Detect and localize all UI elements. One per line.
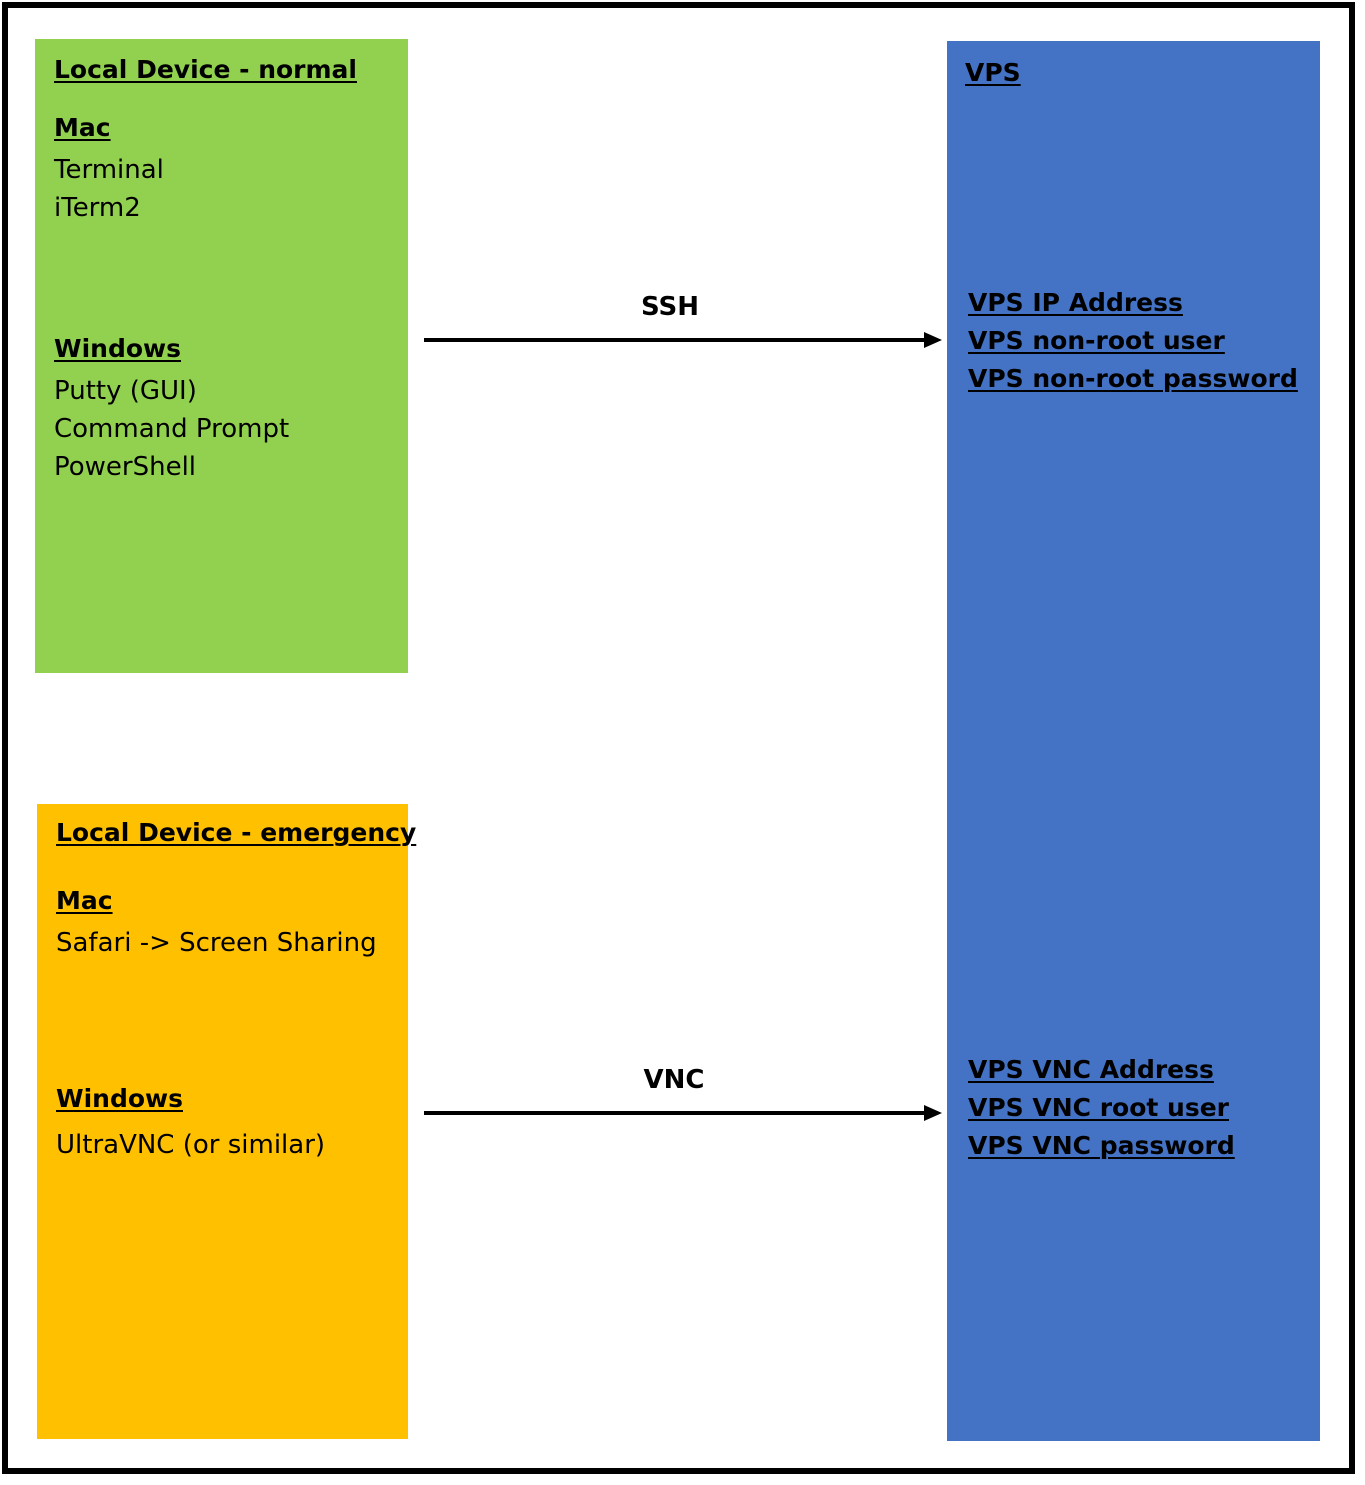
ssh-connection-label: SSH [640,292,700,322]
local-device-normal-box: Local Device - normal Mac Terminal iTerm… [35,39,408,673]
emergency-windows-item-ultravnc: UltraVNC (or similar) [56,1130,326,1160]
vps-vnc-credentials: VPS VNC Address VPS VNC root user VPS VN… [968,1051,1235,1165]
vps-box: VPS VPS IP Address VPS non-root user VPS… [947,41,1320,1441]
normal-windows-item-powershell: PowerShell [54,452,197,482]
vnc-connection-label: VNC [643,1065,705,1095]
vps-ip-address: VPS IP Address [968,288,1183,317]
vps-vnc-password: VPS VNC password [968,1131,1235,1160]
vps-ssh-credentials: VPS IP Address VPS non-root user VPS non… [968,284,1298,398]
local-device-normal-title: Local Device - normal [54,55,357,84]
vps-vnc-address: VPS VNC Address [968,1055,1214,1084]
ssh-arrow [424,332,942,348]
normal-windows-item-putty: Putty (GUI) [54,376,197,406]
vnc-arrow [424,1105,942,1121]
vps-non-root-password: VPS non-root password [968,364,1298,393]
local-device-emergency-box: Local Device - emergency Mac Safari -> S… [37,804,417,1439]
vps-vnc-root-user: VPS VNC root user [968,1093,1229,1122]
emergency-windows-heading: Windows [56,1084,183,1113]
emergency-mac-heading: Mac [56,886,113,915]
normal-mac-heading: Mac [54,113,111,142]
normal-windows-item-command-prompt: Command Prompt [54,414,290,444]
normal-mac-item-iterm2: iTerm2 [54,193,141,223]
emergency-mac-item-safari: Safari -> Screen Sharing [56,928,377,958]
normal-windows-heading: Windows [54,334,181,363]
vps-non-root-user: VPS non-root user [968,326,1225,355]
vps-title: VPS [965,58,1021,87]
local-device-emergency-title: Local Device - emergency [56,818,417,847]
normal-mac-item-terminal: Terminal [54,155,164,185]
